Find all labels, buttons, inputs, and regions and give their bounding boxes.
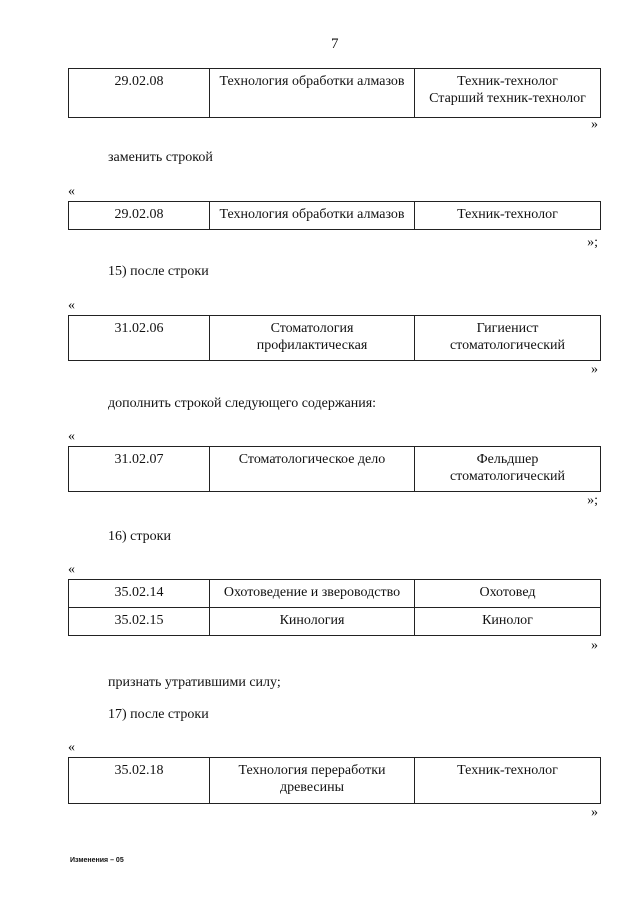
close-quote: »; bbox=[587, 493, 598, 508]
table-row: 35.02.14 Охотоведение и звероводство Охо… bbox=[68, 579, 601, 608]
qualification-cell: Кинолог bbox=[414, 607, 601, 636]
instruction-text: 15) после строки bbox=[108, 264, 209, 279]
table-row-31-02-07: 31.02.07 Стоматологическое дело Фельдшер… bbox=[68, 446, 601, 492]
table-row: 29.02.08 Технология обработки алмазов Те… bbox=[68, 201, 601, 230]
code-cell: 29.02.08 bbox=[68, 201, 210, 230]
open-quote: « bbox=[68, 184, 75, 199]
name-cell: Кинология bbox=[209, 607, 415, 636]
instruction-text: дополнить строкой следующего содержания: bbox=[108, 396, 377, 411]
qualification-cell: Техник-технолог bbox=[414, 201, 601, 230]
table-row: 31.02.07 Стоматологическое дело Фельдшер… bbox=[68, 446, 601, 492]
code-cell: 35.02.15 bbox=[68, 607, 210, 636]
name-cell: Технология обработки алмазов bbox=[209, 201, 415, 230]
name-cell: Технология обработки алмазов bbox=[209, 68, 415, 118]
code-cell: 35.02.18 bbox=[68, 757, 210, 804]
instruction-text: признать утратившими силу; bbox=[108, 675, 281, 690]
table-old-row-29-02-08: 29.02.08 Технология обработки алмазов Те… bbox=[68, 68, 601, 118]
instruction-text: заменить строкой bbox=[108, 150, 213, 165]
code-cell: 29.02.08 bbox=[68, 68, 210, 118]
name-cell: Стоматология профилактическая bbox=[209, 315, 415, 361]
open-quote: « bbox=[68, 562, 75, 577]
close-quote: »; bbox=[587, 235, 598, 250]
qualification-cell: Фельдшер стоматологический bbox=[414, 446, 601, 492]
table-row: 29.02.08 Технология обработки алмазов Те… bbox=[68, 68, 601, 118]
qualification-cell: Техник-технолог bbox=[414, 757, 601, 804]
name-cell: Технология переработки древесины bbox=[209, 757, 415, 804]
instruction-text: 16) строки bbox=[108, 529, 171, 544]
table-new-row-29-02-08: 29.02.08 Технология обработки алмазов Те… bbox=[68, 201, 601, 230]
open-quote: « bbox=[68, 298, 75, 313]
close-quote: » bbox=[591, 638, 598, 653]
close-quote: » bbox=[591, 805, 598, 820]
qualification-cell: Техник-технолог Старший техник-технолог bbox=[414, 68, 601, 118]
close-quote: » bbox=[591, 362, 598, 377]
table-row-31-02-06: 31.02.06 Стоматология профилактическая Г… bbox=[68, 315, 601, 361]
open-quote: « bbox=[68, 429, 75, 444]
close-quote: » bbox=[591, 117, 598, 132]
code-cell: 31.02.07 bbox=[68, 446, 210, 492]
instruction-text: 17) после строки bbox=[108, 707, 209, 722]
table-row: 31.02.06 Стоматология профилактическая Г… bbox=[68, 315, 601, 361]
open-quote: « bbox=[68, 740, 75, 755]
footer-label: Изменения – 05 bbox=[70, 857, 124, 864]
table-rows-35-02-14-15: 35.02.14 Охотоведение и звероводство Охо… bbox=[68, 579, 601, 636]
page-number: 7 bbox=[331, 36, 339, 52]
code-cell: 35.02.14 bbox=[68, 579, 210, 608]
code-cell: 31.02.06 bbox=[68, 315, 210, 361]
name-cell: Стоматологическое дело bbox=[209, 446, 415, 492]
qualification-cell: Гигиенист стоматологический bbox=[414, 315, 601, 361]
name-cell: Охотоведение и звероводство bbox=[209, 579, 415, 608]
table-row-35-02-18: 35.02.18 Технология переработки древесин… bbox=[68, 757, 601, 804]
table-row: 35.02.15 Кинология Кинолог bbox=[68, 607, 601, 636]
qualification-cell: Охотовед bbox=[414, 579, 601, 608]
table-row: 35.02.18 Технология переработки древесин… bbox=[68, 757, 601, 804]
